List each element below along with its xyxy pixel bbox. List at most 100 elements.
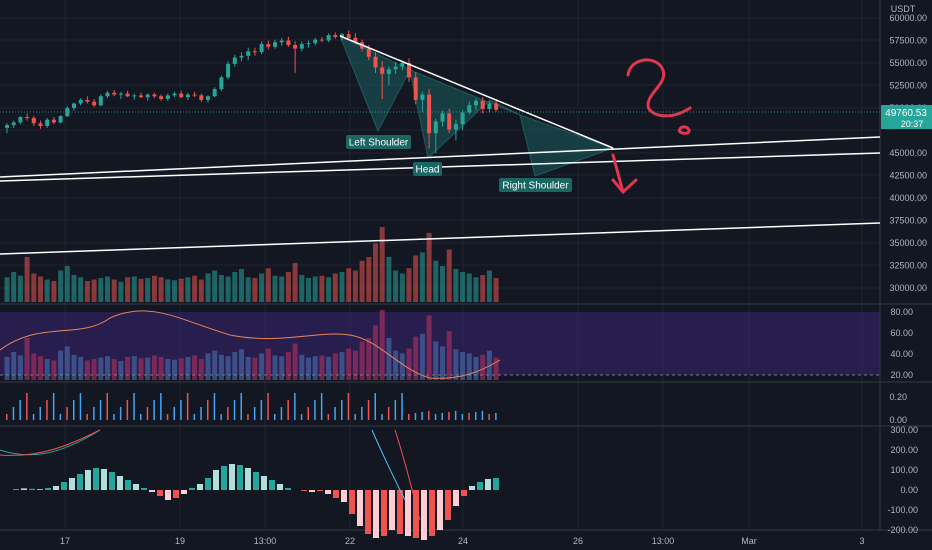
macd-bar xyxy=(85,470,91,490)
pattern-labels: Left Shoulder Head Right Shoulder xyxy=(346,135,572,192)
hist-bar xyxy=(146,407,149,420)
hist-bar xyxy=(307,407,309,420)
candle-body xyxy=(474,100,478,106)
candle-body xyxy=(112,92,117,95)
rsi-volume-bar xyxy=(225,356,231,380)
hist-bar xyxy=(448,411,450,420)
price-countdown: 20:37 xyxy=(901,119,924,129)
macd-bar xyxy=(477,482,483,490)
volume-bar xyxy=(379,227,385,302)
hist-bar xyxy=(12,407,15,420)
hist-bar xyxy=(140,414,142,420)
macd-bar xyxy=(181,490,187,494)
volume-bar xyxy=(165,279,171,302)
macd-bar xyxy=(349,490,355,514)
time-axis[interactable]: 17 19 13:00 22 24 26 13:00 Mar 3 xyxy=(60,536,865,546)
volume-bar xyxy=(212,270,218,302)
price-tick-label: 42500.00 xyxy=(889,171,927,181)
last-price: 49760.53 xyxy=(885,108,927,119)
candle-body xyxy=(92,101,97,106)
price-tick-label: 57500.00 xyxy=(889,36,927,46)
macd-line xyxy=(0,429,101,456)
candle-body xyxy=(219,77,224,90)
volume-bar xyxy=(352,270,358,302)
volume-bar xyxy=(105,276,110,302)
candle-body xyxy=(453,124,458,130)
volume-bar xyxy=(17,275,23,302)
hist-bar xyxy=(341,400,343,420)
candle-body xyxy=(152,94,157,97)
candle-body xyxy=(165,95,170,99)
last-price-tag: 49760.53 20:37 xyxy=(0,105,932,129)
hist-bar xyxy=(381,414,383,420)
candle-body xyxy=(85,99,90,102)
macd-bar xyxy=(109,472,115,490)
rsi-volume-bar xyxy=(11,352,17,380)
macd-bar xyxy=(77,474,83,490)
macd-bar xyxy=(397,490,403,534)
rsi-volume-bar xyxy=(145,357,151,380)
macd-bar xyxy=(149,490,155,492)
rsi-volume-bar xyxy=(332,353,338,380)
descending-trendline xyxy=(339,35,614,149)
rsi-volume-bar xyxy=(185,356,191,380)
macd-bar xyxy=(141,488,147,490)
hist-bar xyxy=(186,393,189,420)
hist-bar xyxy=(394,400,397,420)
pattern-shapes[interactable] xyxy=(339,34,615,177)
macd-bar xyxy=(245,468,251,490)
hist-bar xyxy=(119,407,122,420)
macd-bar xyxy=(125,480,131,490)
price-tick-label: 52500.00 xyxy=(889,81,927,91)
volume-bar xyxy=(386,257,392,302)
hist-bar xyxy=(113,414,115,420)
rsi-volume-bar xyxy=(44,359,50,380)
macd-pane: 300.00 200.00 100.00 0.00 -100.00 -200.00 xyxy=(0,425,918,540)
volume-bar xyxy=(426,233,432,302)
hist-bar xyxy=(166,414,169,420)
hist-bar xyxy=(6,414,8,420)
hist-bar xyxy=(294,393,296,420)
volume-bar xyxy=(413,255,419,302)
hist-bar xyxy=(200,407,202,420)
rsi-volume-bar xyxy=(17,355,23,380)
hand-drawn-question-mark[interactable] xyxy=(611,58,692,195)
rsi-volume-bar xyxy=(138,358,144,380)
hist-bar xyxy=(153,400,155,420)
macd-bar xyxy=(253,472,259,490)
candle-body xyxy=(279,40,284,43)
rsi-volume-bar xyxy=(172,359,177,380)
rsi-volume-bar xyxy=(178,358,184,380)
rsi-volume-bar xyxy=(292,343,298,380)
candle-body xyxy=(11,122,16,126)
volume-bar xyxy=(4,277,10,302)
candle-body xyxy=(393,66,398,70)
hist-bar xyxy=(408,414,410,420)
volume-bar xyxy=(265,268,271,302)
rsi-volume-bar xyxy=(118,361,124,380)
candle-body xyxy=(259,44,264,53)
candle-body xyxy=(494,103,499,110)
candle-body xyxy=(125,93,130,97)
macd-bar xyxy=(469,486,475,490)
volume-bar xyxy=(131,276,137,302)
hist-bar xyxy=(401,393,403,420)
time-tick-label: 17 xyxy=(60,536,70,546)
volume-bar xyxy=(98,278,104,302)
rsi-volume-bar xyxy=(84,360,90,380)
hist-bar xyxy=(280,407,283,420)
rsi-volume-bar xyxy=(406,348,412,380)
macd-bar xyxy=(93,468,99,490)
hist-bar xyxy=(488,414,490,420)
support-trendline xyxy=(0,222,881,255)
candle-body xyxy=(159,96,164,99)
time-tick-label: 26 xyxy=(573,536,583,546)
hist-bar xyxy=(441,412,443,420)
volume-bar xyxy=(259,273,265,302)
volume-bar xyxy=(151,275,157,302)
rsi-volume-bar xyxy=(399,353,405,380)
macd-bar xyxy=(221,466,227,490)
hist-bar xyxy=(79,393,82,420)
